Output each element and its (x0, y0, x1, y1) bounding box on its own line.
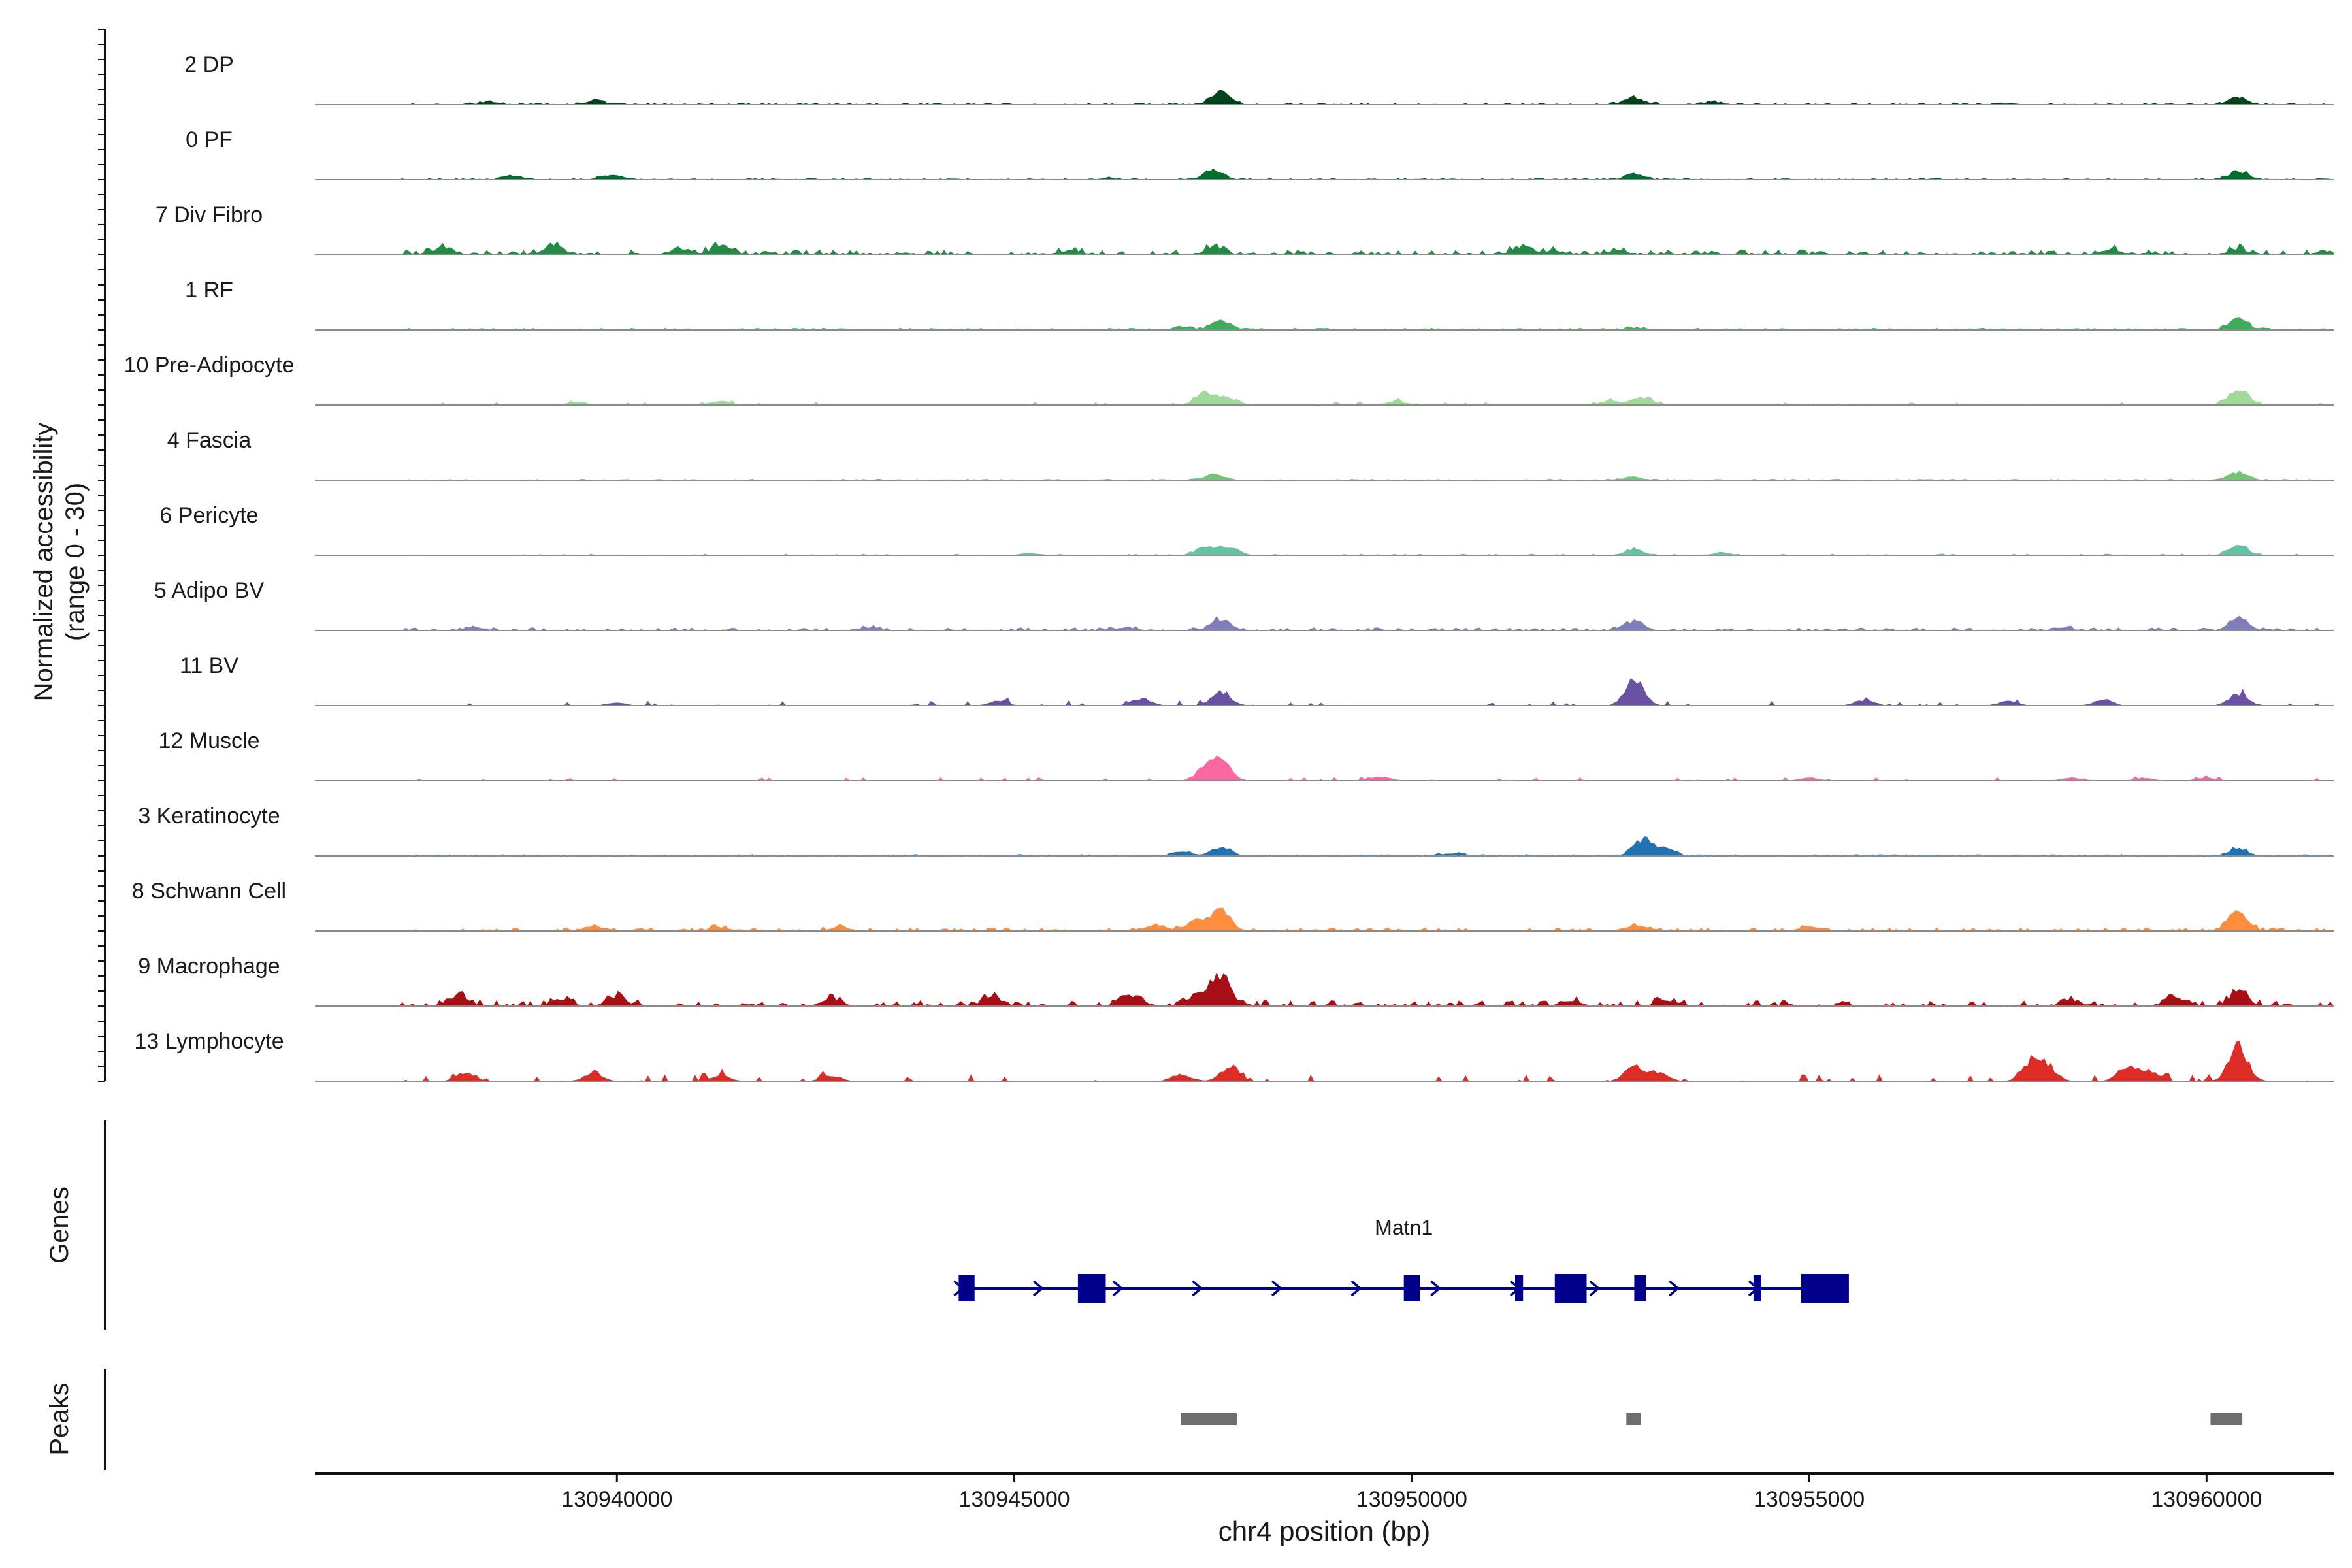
x-tick-label: 130940000 (561, 1487, 672, 1512)
track-label: 7 Div Fibro (155, 203, 263, 227)
peaks-label: Peaks (45, 1382, 74, 1455)
peak-track (1181, 1413, 2243, 1425)
coverage-area (315, 168, 2334, 180)
coverage-area (315, 678, 2334, 706)
gene-exon (1515, 1275, 1524, 1301)
coverage-area (315, 241, 2334, 255)
coverage-area (315, 615, 2334, 630)
coverage-area (315, 907, 2334, 931)
track: 1 RF (185, 278, 2334, 331)
track-label: 9 Macrophage (138, 954, 280, 979)
track-label: 6 Pericyte (159, 503, 258, 528)
track-label: 13 Lymphocyte (134, 1029, 284, 1054)
y-axis-label-line1: Normalized accessibility (29, 423, 58, 702)
x-tick-label: 130945000 (958, 1487, 1070, 1512)
track-label: 8 Schwann Cell (132, 879, 286, 904)
strand-arrow (1589, 1280, 1601, 1297)
gene-exon (1403, 1275, 1420, 1301)
peak-region (2210, 1413, 2243, 1425)
track: 10 Pre-Adipocyte (124, 353, 2334, 406)
track: 2 DP (184, 52, 2334, 105)
x-axis-label: chr4 position (bp) (1218, 1516, 1431, 1546)
track-label: 11 BV (180, 653, 238, 678)
peak-region (1626, 1413, 1641, 1425)
coverage-area (315, 470, 2334, 480)
track: 8 Schwann Cell (132, 879, 2334, 932)
track: 7 Div Fibro (155, 203, 2334, 255)
strand-arrow (1271, 1280, 1282, 1297)
track: 9 Macrophage (138, 954, 2334, 1007)
coverage-area (315, 755, 2334, 781)
strand-arrow (1192, 1280, 1203, 1297)
gene-exon (958, 1275, 975, 1301)
coverage-area (315, 544, 2334, 555)
x-tick-label: 130955000 (1754, 1487, 1865, 1512)
gene-exon (1634, 1275, 1646, 1301)
track: 3 Keratinocyte (138, 804, 2334, 857)
x-tick-label: 130950000 (1356, 1487, 1467, 1512)
gene-name: Matn1 (1375, 1216, 1433, 1239)
genes-label: Genes (45, 1186, 74, 1264)
track-label: 2 DP (184, 52, 234, 77)
track-label: 10 Pre-Adipocyte (124, 353, 295, 378)
strand-arrow (1032, 1280, 1044, 1297)
track: 0 PF (186, 127, 2334, 180)
x-axis: 130940000 130945000 130950000 130955000 1309… (561, 1473, 2262, 1512)
gene-exon (1554, 1274, 1587, 1303)
track-label: 3 Keratinocyte (138, 804, 280, 828)
coverage-area (315, 390, 2334, 405)
coverage-area (315, 836, 2334, 856)
track: 6 Pericyte (159, 503, 2334, 556)
gene-exon (1077, 1274, 1106, 1303)
coverage-tracks: 2 DP 0 PF 7 Div Fibro 1 RF 10 Pre-Adipocyte 4… (124, 52, 2334, 1082)
track-label: 0 PF (186, 127, 233, 152)
track-label: 4 Fascia (167, 428, 252, 453)
coverage-area (315, 89, 2334, 105)
strand-arrow (1430, 1280, 1442, 1297)
x-tick-label: 130960000 (2151, 1487, 2262, 1512)
strand-arrow (1350, 1280, 1362, 1297)
peak-region (1181, 1413, 1237, 1425)
gene-track: Matn1 (953, 1216, 1849, 1303)
track: 13 Lymphocyte (134, 1029, 2334, 1082)
coverage-area (315, 1040, 2334, 1081)
track: 4 Fascia (167, 428, 2334, 481)
coverage-area (315, 317, 2334, 330)
strand-arrow (1112, 1280, 1124, 1297)
track-label: 12 Muscle (159, 728, 260, 753)
gene-exon (1801, 1274, 1849, 1303)
y-axis-label-line2: (range 0 - 30) (61, 483, 90, 641)
gene-exon (1753, 1275, 1761, 1301)
track-label: 5 Adipo BV (154, 578, 265, 603)
track: 5 Adipo BV (154, 578, 2334, 631)
strand-arrow (1669, 1280, 1680, 1297)
coverage-area (315, 972, 2334, 1006)
track: 12 Muscle (159, 728, 2334, 781)
track: 11 BV (180, 653, 2334, 706)
track-label: 1 RF (185, 278, 233, 302)
